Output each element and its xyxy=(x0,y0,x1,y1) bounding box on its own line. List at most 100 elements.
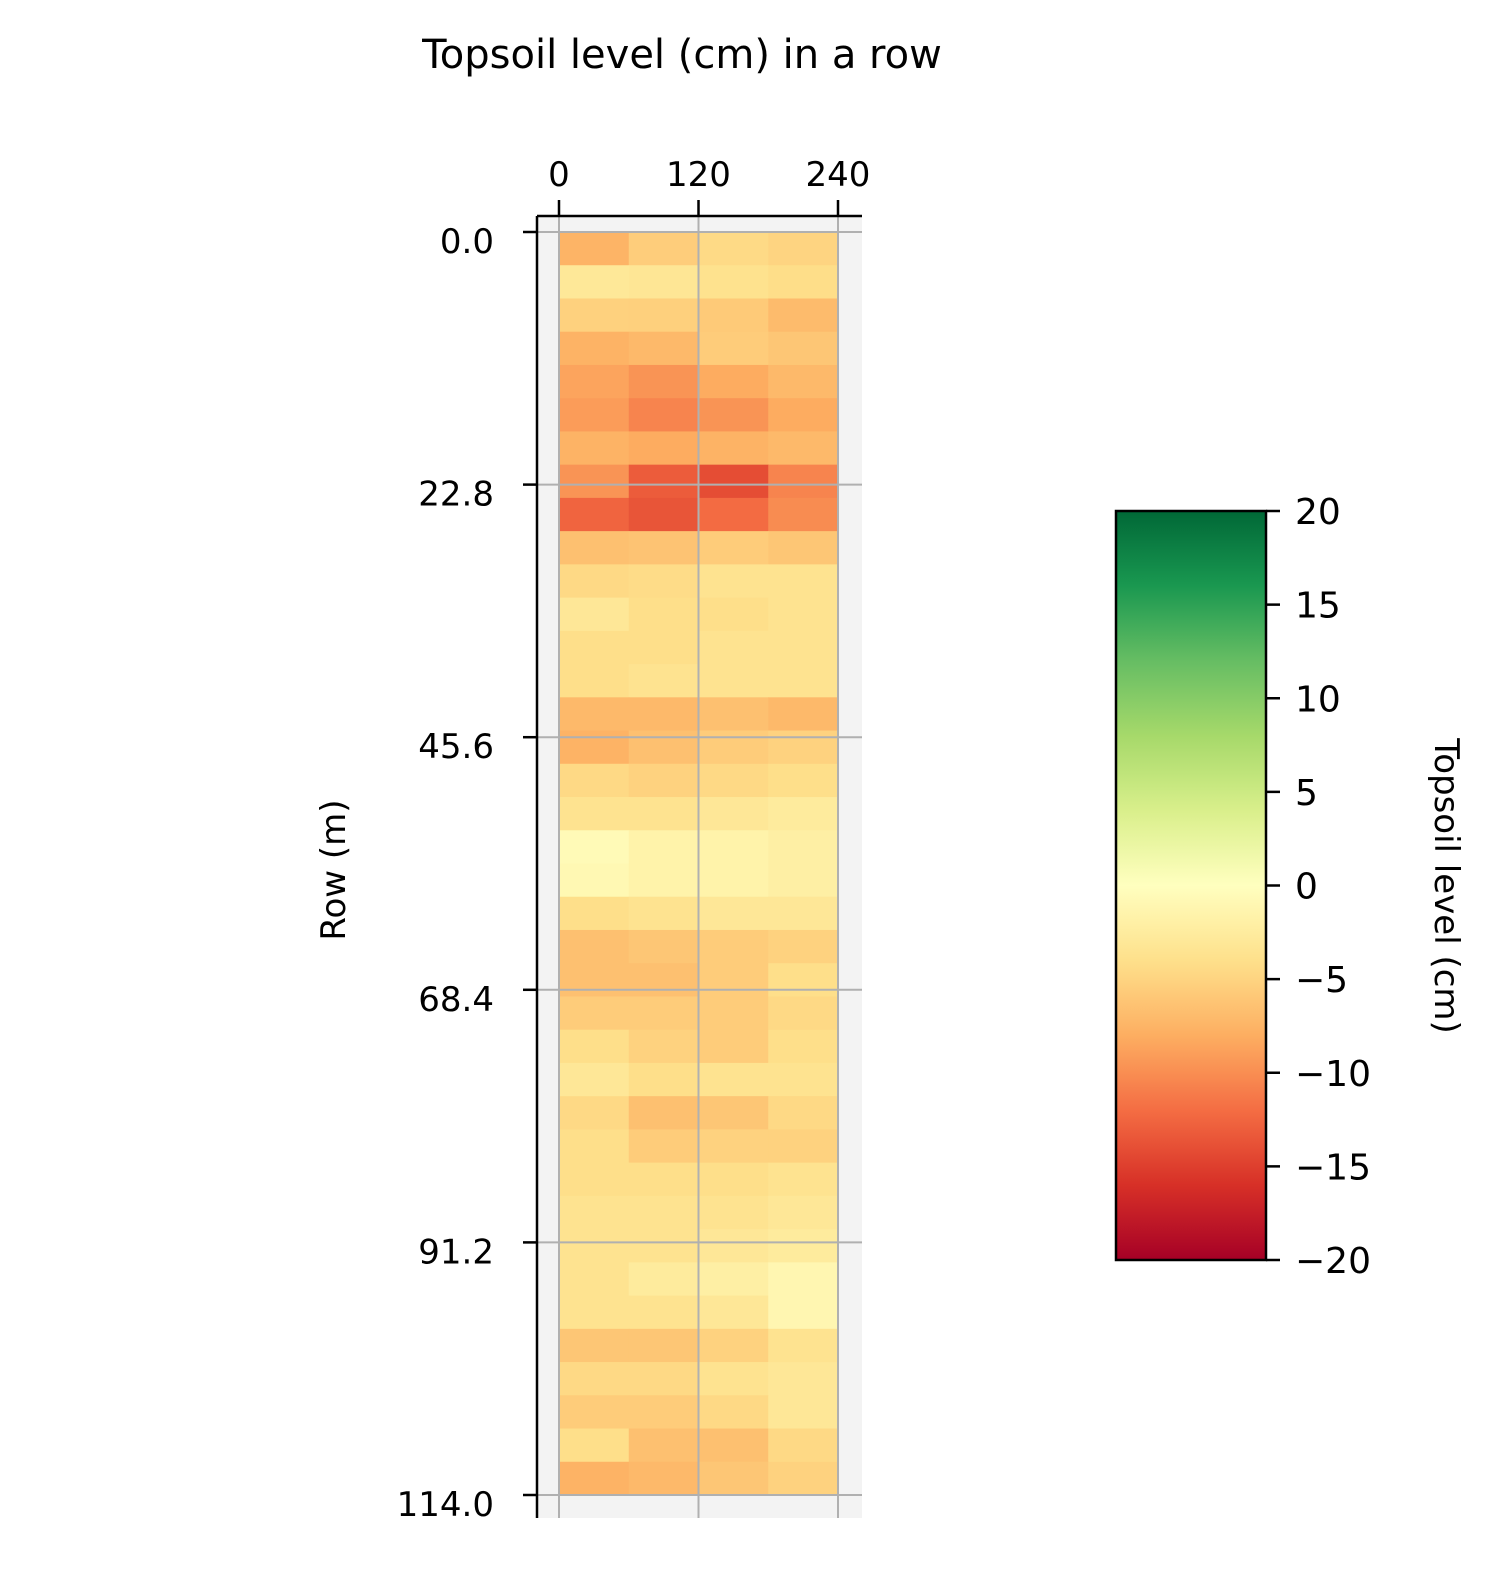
heatmap-cell xyxy=(768,1229,839,1263)
heatmap-cell xyxy=(698,1062,769,1097)
heatmap-cell xyxy=(628,331,700,366)
heatmap-cell xyxy=(559,464,630,499)
heatmap-cell xyxy=(559,664,630,698)
heatmap-cell xyxy=(768,431,839,466)
heatmap-cell xyxy=(628,597,700,632)
colorbar-tick-label: 5 xyxy=(1295,773,1318,814)
heatmap-cell xyxy=(768,664,839,698)
heatmap-cell xyxy=(698,1162,769,1197)
colorbar-tick-label: 0 xyxy=(1295,867,1318,908)
heatmap-cell xyxy=(768,1195,839,1230)
heatmap-cell xyxy=(698,830,769,865)
heatmap-cell xyxy=(698,1295,769,1330)
y-axis-label: Row (m) xyxy=(314,799,354,940)
heatmap-cell xyxy=(628,1328,700,1363)
x-tick-label: 120 xyxy=(666,155,731,195)
colorbar-tick-label: −5 xyxy=(1295,960,1348,1001)
heatmap-cell xyxy=(628,431,700,466)
heatmap-cell xyxy=(628,1362,700,1396)
heatmap-cell xyxy=(698,1428,769,1463)
heatmap-cell xyxy=(628,896,700,931)
heatmap-cell xyxy=(628,929,700,964)
colorbar-tick-label: −10 xyxy=(1295,1054,1371,1095)
heatmap-cell xyxy=(698,597,769,632)
heatmap-cell xyxy=(559,929,630,964)
y-tick-label: 91.2 xyxy=(418,1232,494,1272)
heatmap-cell xyxy=(768,630,839,665)
y-tick-label: 114.0 xyxy=(397,1485,494,1525)
heatmap-cell xyxy=(768,597,839,632)
heatmap-cell xyxy=(559,730,630,765)
heatmap-cell xyxy=(698,531,769,565)
heatmap-cell xyxy=(628,1229,700,1263)
heatmap-cell xyxy=(559,763,630,798)
heatmap-cell xyxy=(559,863,630,898)
heatmap-cell xyxy=(559,1062,630,1097)
heatmap-cell xyxy=(628,497,700,532)
heatmap-cell xyxy=(768,730,839,765)
heatmap-cell xyxy=(698,431,769,466)
heatmap-cell xyxy=(698,398,769,433)
heatmap-cell xyxy=(768,830,839,865)
colorbar-label: Topsoil level (cm) xyxy=(1426,737,1466,1034)
heatmap-cell xyxy=(628,697,700,732)
heatmap-cell xyxy=(559,531,630,565)
heatmap-cell xyxy=(559,364,630,399)
heatmap-cell xyxy=(698,298,769,333)
heatmap-cell xyxy=(768,929,839,964)
heatmap-cell xyxy=(768,1162,839,1197)
heatmap-cell xyxy=(628,232,700,266)
plot-area: 0 120 240 0.0 22.8 45.6 68.4 91.2 114.0 xyxy=(397,155,871,1525)
heatmap-cell xyxy=(628,1162,700,1197)
heatmap-cell xyxy=(698,1029,769,1064)
heatmap-cell xyxy=(559,1461,630,1496)
heatmap-cell xyxy=(768,564,839,599)
heatmap-cell xyxy=(768,1395,839,1430)
colorbar-tick-label: 15 xyxy=(1295,586,1341,627)
heatmap-cell xyxy=(768,398,839,433)
heatmap-cell xyxy=(559,630,630,665)
heatmap-cell xyxy=(768,763,839,798)
heatmap-cell xyxy=(559,232,630,266)
heatmap-cell xyxy=(698,1096,769,1130)
heatmap-cell xyxy=(768,1262,839,1297)
heatmap-cell xyxy=(628,830,700,865)
heatmap-cell xyxy=(559,1029,630,1064)
heatmap-cell xyxy=(559,564,630,599)
heatmap-cell xyxy=(698,265,769,300)
heatmap-cell xyxy=(768,1295,839,1330)
y-tick-label: 22.8 xyxy=(418,475,494,515)
colorbar-tick-label: −15 xyxy=(1295,1147,1371,1188)
heatmap-cell xyxy=(628,265,700,300)
heatmap-cell xyxy=(698,797,769,831)
heatmap-cell xyxy=(698,630,769,665)
heatmap-cell xyxy=(768,1096,839,1130)
heatmap-cell xyxy=(628,1062,700,1097)
y-tick-label: 68.4 xyxy=(418,980,494,1020)
heatmap-cell xyxy=(559,996,630,1031)
heatmap-cell xyxy=(698,564,769,599)
heatmap-cell xyxy=(559,896,630,931)
heatmap-cell xyxy=(559,963,630,998)
heatmap-cell xyxy=(768,697,839,732)
heatmap-cell xyxy=(559,1262,630,1297)
heatmap-cell xyxy=(768,1129,839,1164)
heatmap-cell xyxy=(628,564,700,599)
heatmap-cell xyxy=(768,464,839,499)
heatmap-cell xyxy=(768,863,839,898)
heatmap-cell xyxy=(698,929,769,964)
x-tick-label: 240 xyxy=(806,155,871,195)
y-tick-label: 45.6 xyxy=(418,727,494,767)
heatmap-cell xyxy=(628,464,700,499)
heatmap-cell xyxy=(768,1328,839,1363)
heatmap-cell xyxy=(628,298,700,333)
heatmap-cell xyxy=(698,996,769,1031)
heatmap-cell xyxy=(559,1129,630,1164)
heatmap-cell xyxy=(698,1129,769,1164)
heatmap-cell xyxy=(698,232,769,266)
heatmap-cell xyxy=(768,963,839,998)
heatmap-cell xyxy=(698,1461,769,1496)
heatmap-cell xyxy=(698,963,769,998)
heatmap-cell xyxy=(559,1395,630,1430)
